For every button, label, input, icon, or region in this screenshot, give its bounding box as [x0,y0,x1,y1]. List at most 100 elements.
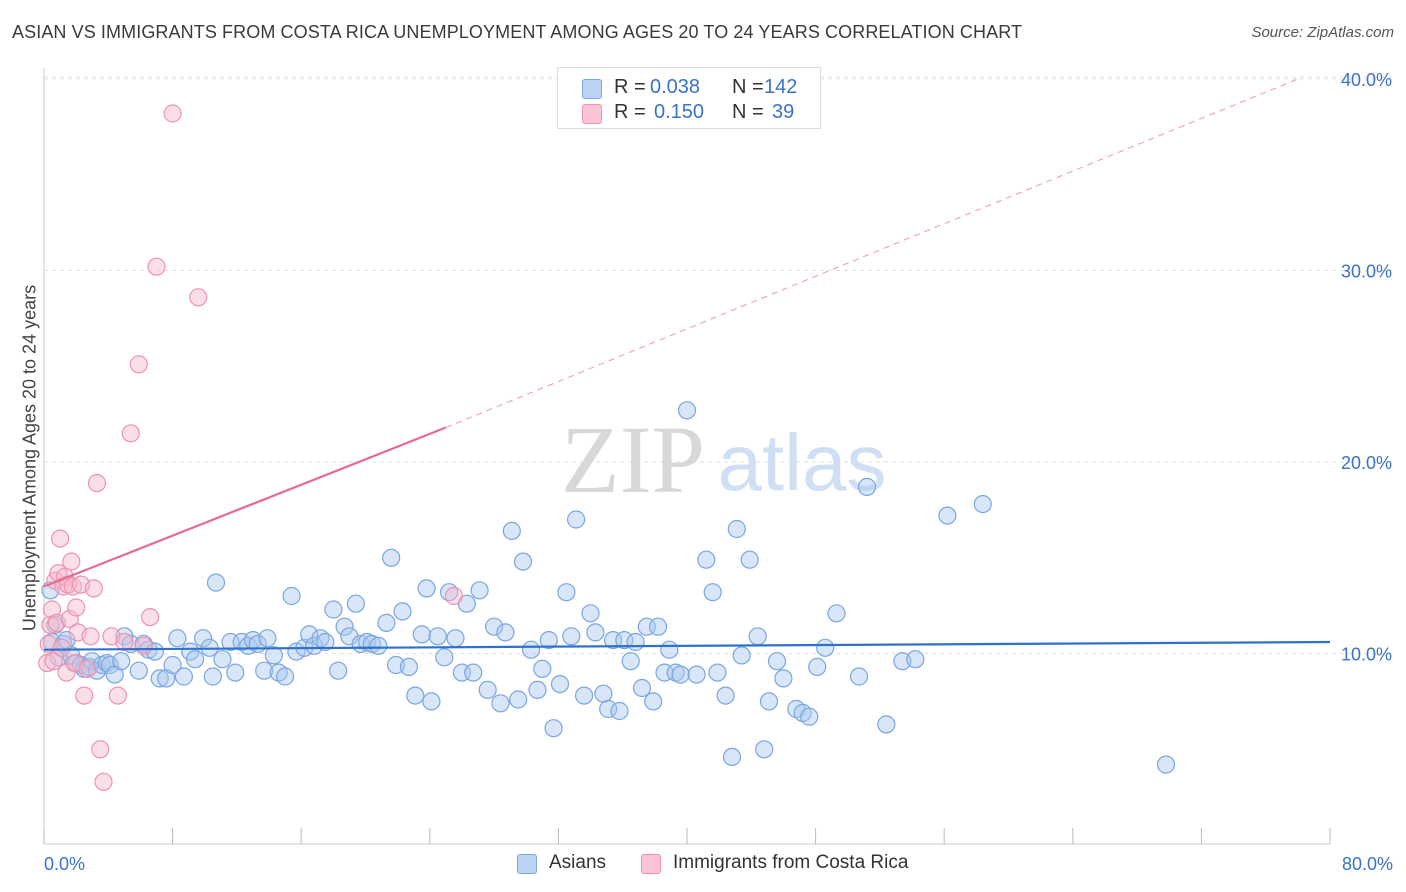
asians-point [544,719,563,738]
asians-point [671,665,690,684]
asians-point [203,667,222,686]
costa-rica-point [91,740,110,759]
n-value: 39 [772,101,795,123]
asians-point [722,747,742,767]
asians-point [648,617,668,636]
asians-point [740,550,759,569]
asians-point [594,684,613,703]
asians-point [562,627,581,646]
watermark-zip: ZIP [561,406,705,513]
watermark: ZIP atlas [561,406,886,513]
asians-point [586,623,605,642]
asians-point [857,477,877,496]
asians-point [566,510,586,529]
asians-point [767,652,787,671]
asians-point [369,636,388,655]
asians-point [581,604,600,623]
costa-rica-points [38,104,463,791]
legend-label-costa-rica: Immigrants from Costa Rica [673,852,909,873]
chart-title: ASIAN VS IMMIGRANTS FROM COSTA RICA UNEM… [12,22,1023,42]
asians-point [615,630,634,650]
asians-point [632,678,652,698]
asians-point [305,636,324,655]
asians-point [324,600,343,619]
axes [43,68,1331,845]
asians-point [755,740,774,759]
series-legend: Asians Immigrants from Costa Rica [0,851,1406,879]
asians-point [877,715,896,734]
asians-point [697,550,716,569]
costa-rica-point [141,607,160,627]
x-tick-label-max: 80.0% [1342,854,1393,874]
asians-point [938,506,957,525]
asians-swatch [517,854,537,874]
asians-point [599,699,618,719]
asians-swatch [582,79,602,99]
asians-point [435,648,454,667]
asians-point [521,640,541,659]
asians-point [687,665,706,684]
costa-rica-point [60,609,79,629]
costa-rica-point [87,474,107,493]
r-value: 0.150 [654,101,705,123]
asians-point [346,594,365,613]
asians-point [316,632,335,652]
asians-points [41,401,1176,774]
r-value: 0.038 [650,76,701,98]
r-label: R = [614,76,646,98]
asians-point [610,701,629,721]
costa-rica-point [189,288,208,307]
asians-point [382,548,401,567]
y-tick-label: 40.0% [1341,70,1392,90]
asians-point [513,552,533,571]
y-tick-label: 20.0% [1341,453,1392,473]
asians-point [626,632,645,652]
costa-rica-point [121,424,140,443]
asians-point [496,623,515,642]
asians-point [973,495,992,514]
asians-point [168,629,187,648]
asians-point [464,663,483,682]
asians-point [213,650,232,669]
asians-point [800,707,819,726]
asians-point [282,586,301,606]
asians-point [399,657,418,677]
asians-point [428,627,447,646]
y-tick-label: 10.0% [1341,645,1392,665]
asians-point [759,692,779,711]
costa-rica-point [78,659,97,678]
source-label: Source: ZipAtlas.com [1251,24,1394,41]
asians-point [478,680,497,700]
x-tick-label-min: 0.0% [44,854,85,874]
asians-point [502,521,521,541]
grid-lines [44,76,1392,654]
asians-point [808,657,827,677]
asians-trend-line [43,640,1331,651]
asians-point [100,655,120,675]
costa-rica-point [41,615,60,634]
asians-point [816,638,835,657]
costa-rica-point [163,104,182,123]
asians-point [186,650,205,669]
asians-point [300,625,319,644]
legend-label-asians: Asians [549,852,607,873]
asians-point [906,650,925,669]
costa-rica-point [67,598,86,617]
asians-point [470,581,489,600]
asians-point [703,583,722,602]
stats-legend: R = 0.038 N = 142 R = 0.150 N = 39 [557,67,821,129]
asians-point [574,686,594,705]
costa-rica-point [94,772,113,791]
costa-rica-point [81,627,100,646]
asians-point [129,661,148,680]
costa-rica-swatch [641,854,661,874]
n-label: N = [732,76,764,98]
costa-rica-point [129,355,148,374]
asians-point [509,690,528,709]
asians-point [491,694,510,713]
asians-point [748,627,767,646]
asians-point [163,655,182,675]
costa-rica-point [38,653,57,673]
costa-rica-point [147,257,166,276]
asians-point [557,583,576,602]
